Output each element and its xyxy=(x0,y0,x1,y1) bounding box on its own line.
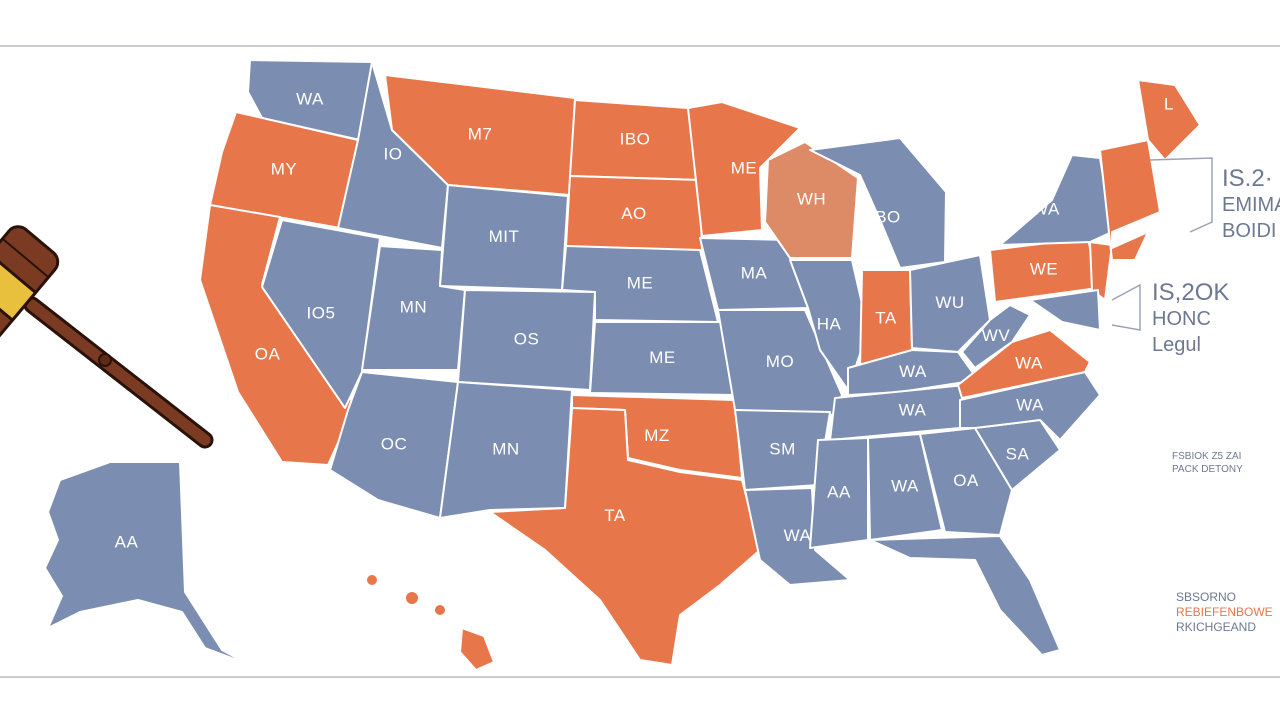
state-label-ut: MN xyxy=(400,297,427,316)
annotation-bottom-right: SBSORNO REBIEFENBOWE RKICHGEAND xyxy=(1176,590,1273,635)
state-ms[interactable] xyxy=(809,437,869,549)
state-label-ar: SM xyxy=(769,439,796,458)
annotation-connectors xyxy=(1111,157,1213,331)
state-new-england[interactable] xyxy=(1099,139,1161,261)
annotation-bottom-line1: SBSORNO xyxy=(1176,590,1237,604)
state-label-mn: ME xyxy=(731,158,758,177)
state-fl[interactable] xyxy=(869,535,1061,656)
gavel-icon xyxy=(0,225,214,449)
state-md[interactable] xyxy=(1029,289,1101,331)
state-label-wv: WV xyxy=(982,326,1011,345)
annotation-middle-line1: IS,2OK xyxy=(1152,279,1230,306)
state-label-wy: MIT xyxy=(489,227,520,246)
state-label-sc: SA xyxy=(1006,444,1030,463)
annotation-middle-line3: Legul xyxy=(1152,334,1201,356)
annotation-bottom-line3: RKICHGEAND xyxy=(1176,620,1257,634)
state-label-ok: MZ xyxy=(644,426,670,445)
state-la[interactable] xyxy=(744,487,851,586)
annotation-top-line2: EMIMA xyxy=(1222,194,1280,216)
state-label-id: IO xyxy=(384,144,403,163)
state-wv[interactable] xyxy=(961,304,1031,369)
states-layer xyxy=(44,59,1201,671)
state-ne[interactable] xyxy=(561,245,719,323)
state-label-ky: WA xyxy=(899,362,927,381)
state-label-mt: M7 xyxy=(468,124,493,143)
state-label-ia: MA xyxy=(741,263,768,282)
annotation-middle-line2: HONC xyxy=(1152,308,1211,330)
state-label-nc: WA xyxy=(1016,395,1044,414)
state-label-ny: WA xyxy=(1032,199,1060,218)
state-nj[interactable] xyxy=(1089,241,1113,301)
state-label-mi: BO xyxy=(875,207,901,226)
state-label-oh: WU xyxy=(935,293,964,312)
state-label-la: WA xyxy=(784,526,812,545)
state-label-ak: AA xyxy=(115,532,139,551)
state-label-fl: FZ xyxy=(964,615,986,634)
state-ca[interactable] xyxy=(199,204,356,466)
state-label-az: OC xyxy=(381,434,408,453)
state-label-wi: WH xyxy=(797,189,826,208)
state-tx[interactable] xyxy=(489,407,761,666)
state-label-tn: WA xyxy=(899,400,927,419)
state-al[interactable] xyxy=(867,433,943,541)
state-label-il: HA xyxy=(817,314,842,333)
state-label-ca: OA xyxy=(255,344,281,363)
top-border xyxy=(0,45,1280,47)
state-mi[interactable] xyxy=(809,137,947,269)
state-label-tx: TA xyxy=(604,506,626,525)
annotation-top-right: IS.2· EMIMA BOIDI xyxy=(1222,166,1280,244)
annotation-middle-right: IS,2OK HONC Legul xyxy=(1152,280,1229,358)
state-label-nd: IBO xyxy=(620,129,651,148)
state-oh[interactable] xyxy=(909,254,991,353)
annotation-top-line1: IS.2· xyxy=(1222,165,1273,192)
state-hi[interactable] xyxy=(365,573,495,671)
state-label-al: WA xyxy=(891,476,919,495)
state-label-mo: MO xyxy=(766,352,794,371)
state-label-ks: ME xyxy=(649,348,676,367)
annotation-bottom-line2: REBIEFENBOWE xyxy=(1176,605,1273,619)
state-label-ms: AA xyxy=(827,482,851,501)
state-nc[interactable] xyxy=(959,371,1101,441)
state-label-pa: WE xyxy=(1030,259,1058,278)
state-label-va: WA xyxy=(1015,353,1043,372)
bottom-border xyxy=(0,676,1280,678)
state-mn[interactable] xyxy=(687,101,801,237)
annotation-small-line1: FSBIOK Z5 ZAI xyxy=(1172,451,1242,462)
state-label-or: MY xyxy=(271,159,298,178)
state-label-wa: WA xyxy=(296,89,324,108)
state-label-sd: AO xyxy=(621,204,647,223)
state-label-hi: DH xyxy=(377,626,403,645)
state-ak[interactable] xyxy=(44,461,249,665)
state-label-in: TA xyxy=(875,308,897,327)
annotation-small-line2: PACK DETONY xyxy=(1172,464,1243,475)
state-nv[interactable] xyxy=(261,219,381,409)
state-labels: WA MY OA IO IO5 MN OC M7 MIT OS MN IBO AO ME ME MZ TA ME M… xyxy=(115,89,1174,645)
annotation-top-line3: BOIDI xyxy=(1222,220,1277,242)
state-label-me: L xyxy=(1164,94,1174,113)
state-wi[interactable] xyxy=(764,141,859,259)
state-me[interactable] xyxy=(1137,79,1201,161)
state-label-ne: ME xyxy=(627,273,654,292)
state-label-ga: OA xyxy=(953,471,979,490)
state-label-co: OS xyxy=(514,329,540,348)
annotation-small-right: FSBIOK Z5 ZAI PACK DETONY xyxy=(1172,450,1243,476)
state-label-nv: IO5 xyxy=(307,303,336,322)
state-sd[interactable] xyxy=(565,175,703,254)
state-label-nm: MN xyxy=(492,439,519,458)
